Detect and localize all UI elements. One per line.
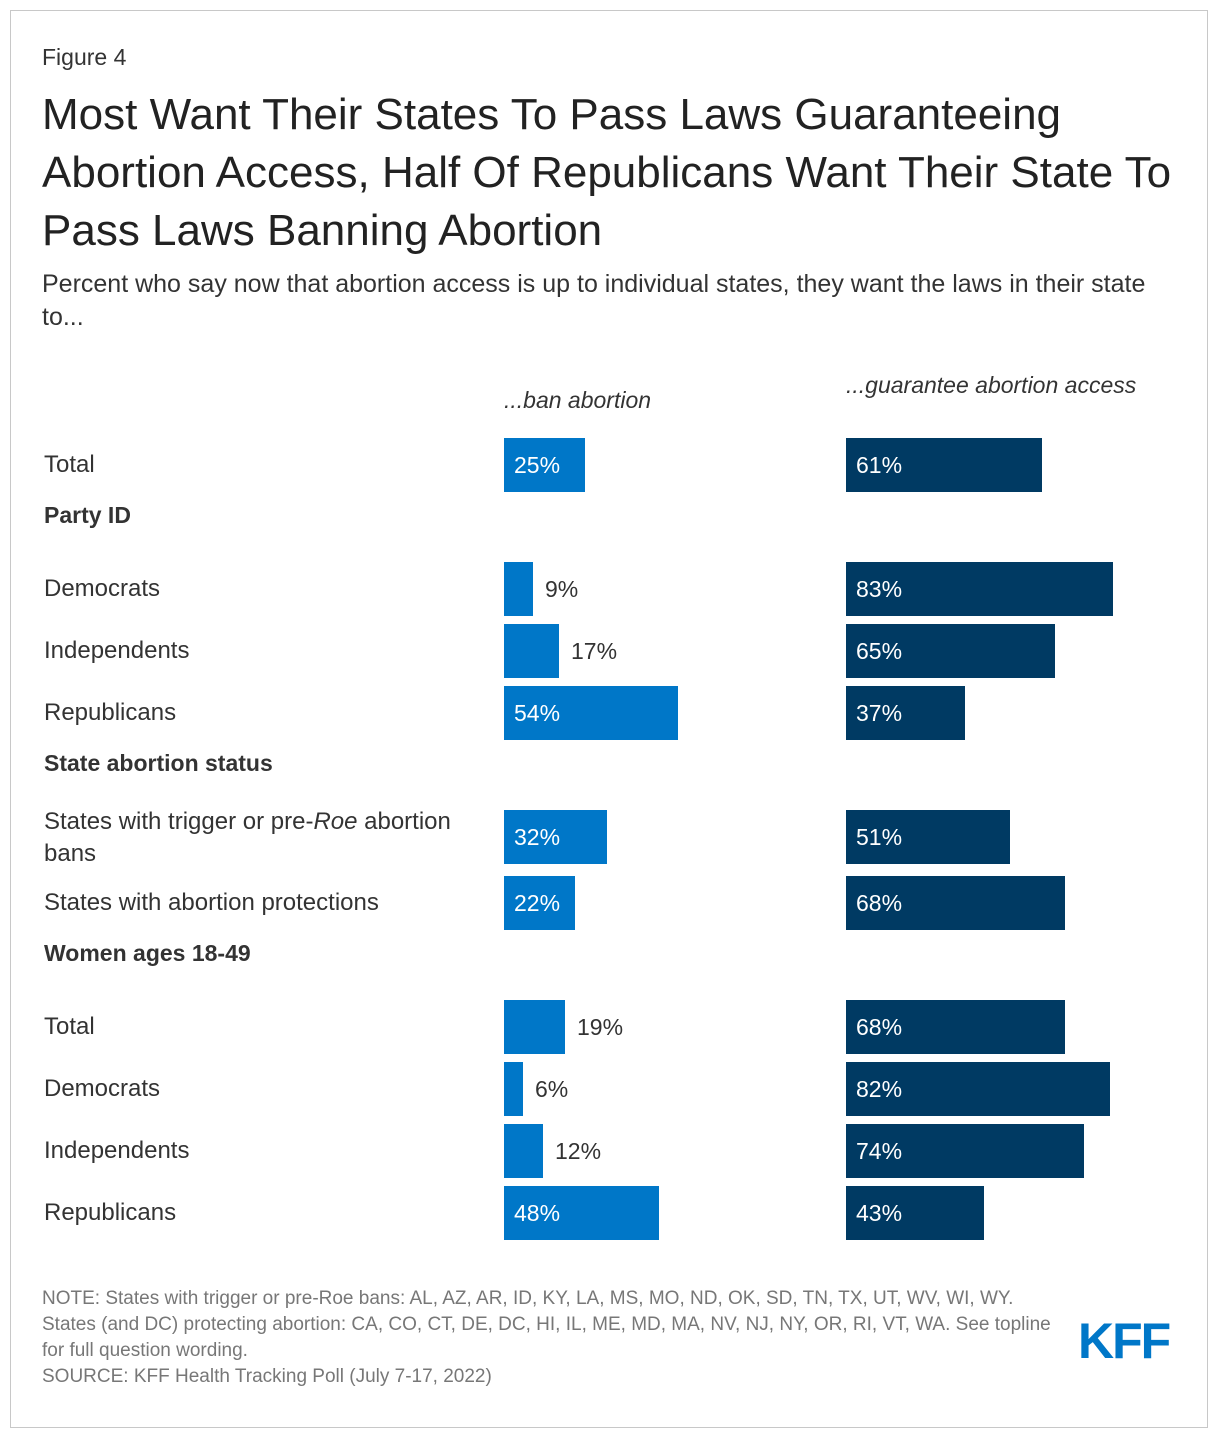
legend-guarantee: ...guarantee abortion access (846, 372, 1137, 398)
data-label-guarantee: 43% (856, 1200, 903, 1226)
data-label-ban: 12% (555, 1138, 602, 1164)
note-text: NOTE: States with trigger or pre-Roe ban… (42, 1288, 1051, 1361)
data-label-ban: 6% (535, 1076, 569, 1102)
data-label-ban: 22% (514, 890, 561, 916)
chart-title: Most Want Their States To Pass Laws Guar… (42, 90, 1172, 255)
category-label: Republicans (44, 1199, 177, 1226)
bar-ban (504, 1000, 565, 1054)
category-label: Independents (44, 637, 190, 664)
data-label-ban: 32% (514, 824, 561, 850)
bar-ban (504, 1186, 659, 1240)
figure-frame (10, 10, 1208, 1428)
data-label-guarantee: 51% (856, 824, 903, 850)
bar-ban (504, 876, 575, 930)
legend-ban: ...ban abortion (504, 387, 652, 413)
figure-label: Figure 4 (42, 44, 127, 70)
category-label: Total (44, 451, 95, 478)
chart-subtitle: Percent who say now that abortion access… (42, 270, 1146, 331)
bar-guarantee (846, 810, 1010, 864)
bar-ban (504, 1124, 543, 1178)
bar-guarantee (846, 438, 1042, 492)
bar-guarantee (846, 624, 1055, 678)
bar-guarantee (846, 876, 1065, 930)
bar-guarantee (846, 1186, 984, 1240)
data-label-guarantee: 61% (856, 452, 903, 478)
category-label: States with trigger or pre-Roe abortion … (44, 808, 451, 867)
category-label: Total (44, 1013, 95, 1040)
bar-guarantee (846, 1000, 1065, 1054)
data-label-guarantee: 68% (856, 890, 903, 916)
category-label: Democrats (44, 1075, 161, 1102)
data-label-ban: 54% (514, 700, 561, 726)
bar-ban (504, 810, 607, 864)
source-text: SOURCE: KFF Health Tracking Poll (July 7… (42, 1366, 492, 1387)
category-label: Democrats (44, 575, 161, 602)
group-label: Women ages 18-49 (44, 940, 251, 966)
data-label-guarantee: 68% (856, 1014, 903, 1040)
bar-ban (504, 438, 585, 492)
data-label-ban: 9% (545, 576, 579, 602)
bar-guarantee (846, 686, 965, 740)
category-label: Independents (44, 1137, 190, 1164)
group-label: Party ID (44, 502, 131, 528)
bar-ban (504, 1062, 523, 1116)
bar-ban (504, 562, 533, 616)
data-label-ban: 48% (514, 1200, 561, 1226)
data-label-guarantee: 83% (856, 576, 903, 602)
category-label: Republicans (44, 699, 177, 726)
data-label-guarantee: 65% (856, 638, 903, 664)
data-label-ban: 25% (514, 452, 561, 478)
category-label: States with abortion protections (44, 889, 379, 916)
bar-guarantee (846, 562, 1113, 616)
data-label-guarantee: 74% (856, 1138, 903, 1164)
chart-note: NOTE: States with trigger or pre-Roe ban… (42, 1286, 1062, 1390)
group-label: State abortion status (44, 750, 273, 776)
data-label-ban: 19% (577, 1014, 624, 1040)
data-label-ban: 17% (571, 638, 618, 664)
data-label-guarantee: 37% (856, 700, 903, 726)
kff-logo: KFF (1078, 1313, 1171, 1369)
data-label-guarantee: 82% (856, 1076, 903, 1102)
bar-ban (504, 624, 559, 678)
bar-guarantee (846, 1062, 1110, 1116)
bar-guarantee (846, 1124, 1084, 1178)
bar-ban (504, 686, 678, 740)
